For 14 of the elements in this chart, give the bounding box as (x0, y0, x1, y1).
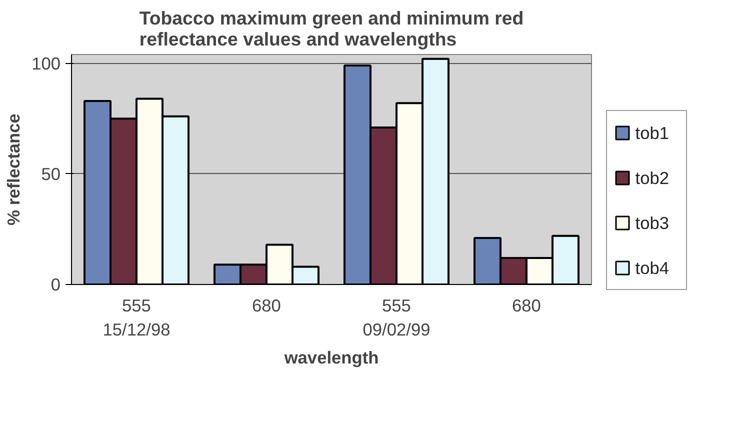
y-tick-label: 0 (50, 274, 61, 294)
x-axis-title: wavelength (283, 348, 379, 368)
y-tick-label: 100 (32, 53, 61, 74)
legend-label: tob1 (635, 123, 670, 143)
legend-label: tob2 (635, 168, 670, 188)
legend-label: tob4 (635, 258, 670, 278)
x-tick-label: 555 09/02/99 (362, 296, 430, 340)
x-tick-label: 680 (512, 296, 541, 316)
x-tick-label: 555 15/12/98 (102, 296, 170, 340)
legend-label: tob3 (635, 213, 670, 233)
chart-title: Tobacco maximum green and minimum red reflectance values and wavelengths (139, 8, 524, 50)
y-axis-title: % reflectance (4, 113, 24, 226)
y-tick-label: 50 (41, 164, 61, 184)
x-tick-label: 680 (252, 296, 281, 316)
